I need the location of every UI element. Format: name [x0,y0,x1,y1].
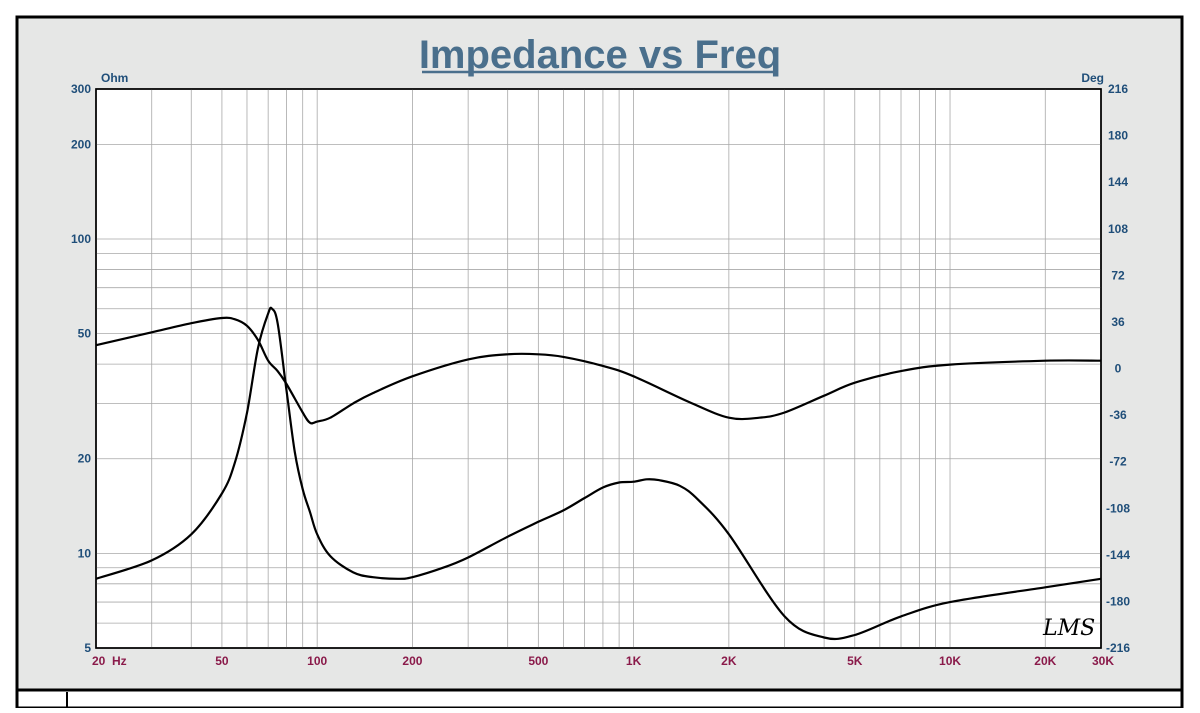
y-right-tick-label: 108 [1108,222,1128,236]
y-left-tick-labels: 300 200 100 50 20 10 5 [71,82,91,655]
curves [95,306,1102,641]
x-tick-labels: 20 Hz 50 100 200 500 1K 2K 5K 10K 20K 30K [92,654,1114,668]
y-right-tick-label: -180 [1106,594,1130,608]
impedance-curve [95,306,1102,641]
y-right-tick-label: -144 [1106,548,1130,562]
x-tick-label: 100 [307,654,327,668]
left-axis-unit: Ohm [101,71,128,85]
y-right-tick-label: 36 [1111,315,1125,329]
chart-title: Impedance vs Freq [419,33,781,77]
y-right-tick-labels: 216 180 144 108 72 36 0 -36 -72 -108 -144 -180 -216 [1106,82,1130,655]
plot-area [95,88,1102,649]
x-tick-label: 500 [528,654,548,668]
phase-curve [95,316,1102,425]
y-right-tick-label: 144 [1108,175,1128,189]
x-tick-label: 50 [215,654,229,668]
y-right-tick-label: 0 [1115,362,1122,376]
x-tick-label: 30K [1092,654,1114,668]
x-tick-label: 2K [721,654,737,668]
bottom-panel [15,688,1184,710]
plot-border [95,88,1102,649]
lms-watermark: LMS [1042,616,1095,641]
y-left-tick-label: 20 [78,452,92,466]
y-right-tick-label: -108 [1106,501,1130,515]
x-tick-label: 200 [402,654,422,668]
y-right-tick-label: 216 [1108,82,1128,96]
y-right-tick-label: -216 [1106,641,1130,655]
x-tick-label: 1K [626,654,642,668]
y-right-tick-label: 72 [1111,268,1125,282]
x-tick-label: 20K [1034,654,1056,668]
x-tick-label: 20 Hz [92,654,127,668]
y-left-tick-label: 5 [84,641,91,655]
y-left-tick-label: 200 [71,137,91,151]
y-right-tick-label: -36 [1109,408,1127,422]
right-axis-unit: Deg [1081,71,1104,85]
y-left-tick-label: 10 [78,546,92,560]
y-left-tick-label: 50 [78,327,92,341]
y-right-tick-label: -72 [1109,455,1127,469]
x-tick-label: 5K [847,654,863,668]
x-tick-label: 10K [939,654,961,668]
y-left-tick-label: 100 [71,232,91,246]
y-right-tick-label: 180 [1108,129,1128,143]
y-left-tick-label: 300 [71,82,91,96]
